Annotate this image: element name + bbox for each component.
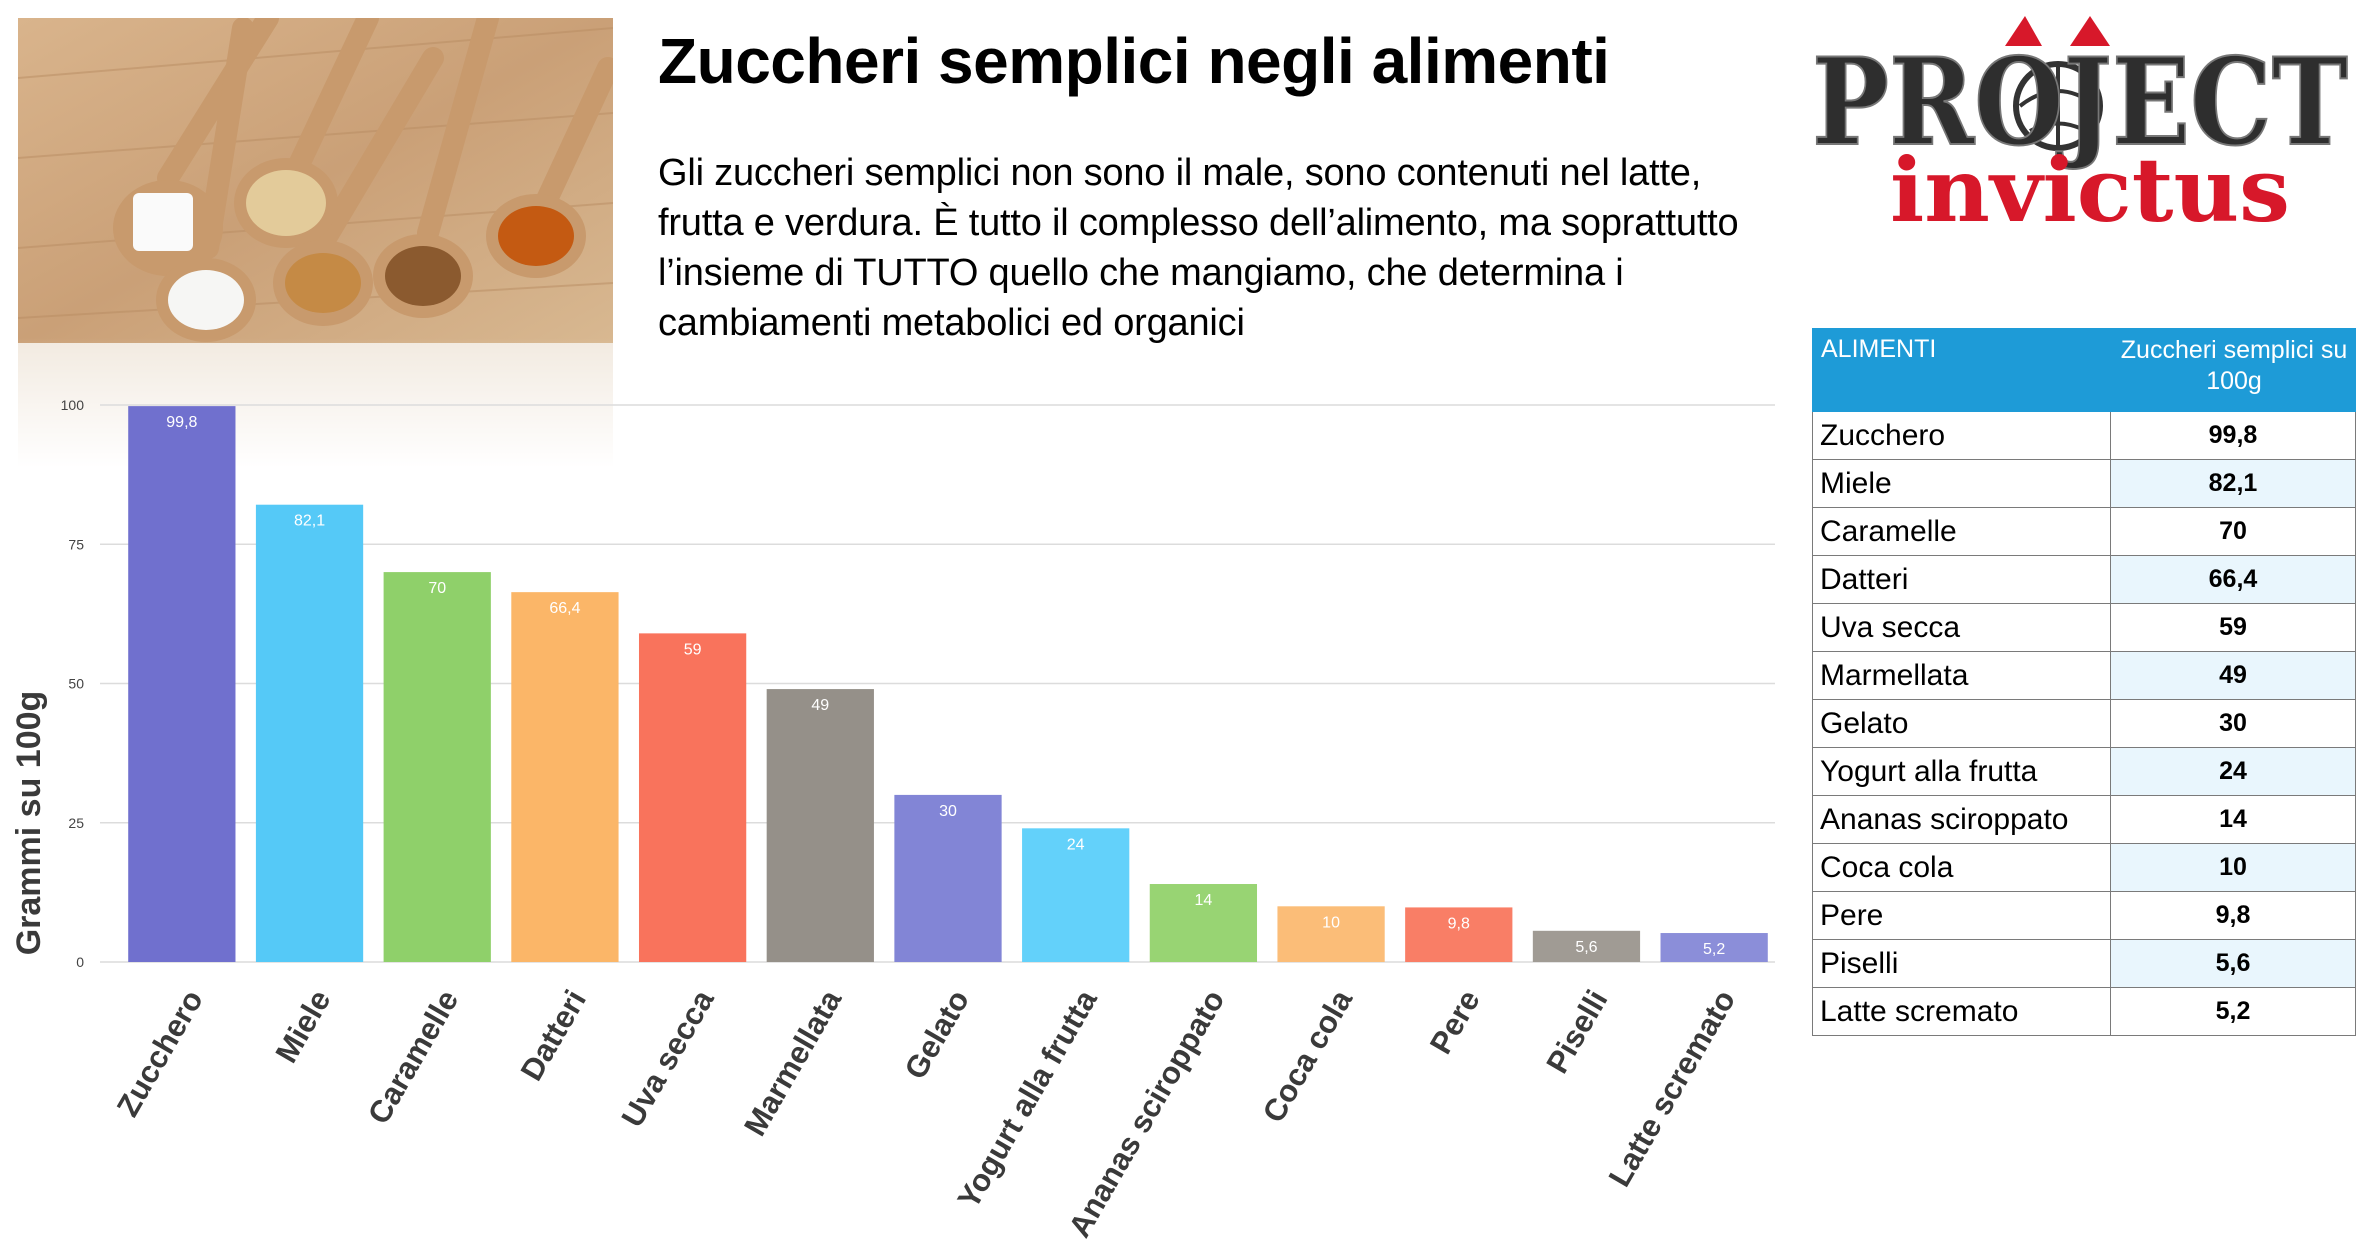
bar-value-label: 9,8 (1448, 915, 1470, 932)
sugar-spoons-photo (18, 18, 613, 468)
value-cell: 14 (2110, 795, 2356, 844)
food-cell: Piselli (1812, 939, 2111, 988)
food-cell: Latte scremato (1812, 987, 2111, 1036)
x-tick-label: Pere (1423, 984, 1487, 1060)
table-row: Gelato 30 (1812, 699, 2356, 748)
bar (383, 572, 491, 962)
food-cell: Datteri (1812, 555, 2111, 604)
value-cell: 99,8 (2110, 411, 2356, 460)
table-row: Marmellata 49 (1812, 651, 2356, 700)
x-tick-label: Zucchero (110, 984, 210, 1122)
intro-paragraph: Gli zuccheri semplici non sono il male, … (658, 152, 1739, 344)
bar-value-label: 30 (939, 803, 957, 820)
x-tick-label: Uva secca (615, 983, 722, 1133)
bar (1405, 907, 1513, 962)
project-invictus-logo: PROJECT invictus (1810, 16, 2350, 241)
value-cell: 10 (2110, 843, 2356, 892)
y-tick-label: 75 (68, 536, 84, 552)
bar-value-label: 70 (428, 580, 446, 597)
table-row: Zucchero 99,8 (1812, 411, 2356, 460)
logo-line1: PROJECT (1812, 32, 2348, 173)
table-row: Miele 82,1 (1812, 459, 2356, 508)
food-cell: Gelato (1812, 699, 2111, 748)
bar (1149, 884, 1258, 962)
bar (128, 406, 236, 962)
table-row: Latte scremato 5,2 (1812, 987, 2356, 1036)
food-cell: Marmellata (1812, 651, 2111, 700)
value-cell: 5,2 (2110, 987, 2356, 1036)
bar (1277, 906, 1385, 962)
bar (255, 504, 364, 962)
page-title: Zuccheri semplici negli alimenti (658, 25, 1610, 97)
table-row: Ananas sciroppato 14 (1812, 795, 2356, 844)
globe-figure-icon (2005, 16, 2110, 151)
value-cell: 30 (2110, 699, 2356, 748)
y-tick-label: 0 (76, 954, 84, 970)
bar (1532, 930, 1641, 962)
logo-line2: invictus (1890, 138, 2290, 241)
table-row: Caramelle 70 (1812, 507, 2356, 556)
bar-value-label: 24 (1067, 836, 1085, 853)
x-tick-label: Coca cola (1256, 983, 1360, 1128)
y-tick-label: 100 (61, 397, 85, 413)
bar (1022, 828, 1130, 962)
x-tick-label: Gelato (898, 984, 977, 1085)
bar-value-label: 5,2 (1703, 941, 1725, 958)
value-cell: 5,6 (2110, 939, 2356, 988)
table-row: Uva secca 59 (1812, 603, 2356, 652)
x-tick-label: Caramelle (361, 984, 465, 1130)
x-tick-label: Latte scremato (1602, 984, 1743, 1192)
food-cell: Miele (1812, 459, 2111, 508)
sugar-table: ALIMENTI Zuccheri semplici su 100g Zucch… (1812, 328, 2356, 1036)
value-cell: 24 (2110, 747, 2356, 796)
bar-value-label: 10 (1322, 914, 1340, 931)
value-cell: 9,8 (2110, 891, 2356, 940)
value-cell: 49 (2110, 651, 2356, 700)
table-row: Piselli 5,6 (1812, 939, 2356, 988)
bar-value-label: 5,6 (1575, 939, 1597, 956)
bar-value-label: 49 (811, 697, 829, 714)
bar (766, 689, 874, 962)
value-cell: 66,4 (2110, 555, 2356, 604)
bar (638, 633, 747, 962)
table-header-sugar: Zuccheri semplici su 100g (2110, 328, 2356, 412)
food-cell: Zucchero (1812, 411, 2111, 460)
food-cell: Coca cola (1812, 843, 2111, 892)
table-row: Coca cola 10 (1812, 843, 2356, 892)
table-row: Datteri 66,4 (1812, 555, 2356, 604)
value-cell: 82,1 (2110, 459, 2356, 508)
bar-value-label: 99,8 (166, 414, 197, 431)
y-axis-label: Grammi su 100g (10, 691, 48, 956)
table-header-row: ALIMENTI Zuccheri semplici su 100g (1812, 328, 2356, 412)
food-cell: Caramelle (1812, 507, 2111, 556)
value-cell: 70 (2110, 507, 2356, 556)
x-tick-label: Piselli (1539, 984, 1614, 1079)
bar (1660, 933, 1768, 962)
x-tick-label: Yogurt alla frutta (951, 983, 1105, 1214)
y-tick-label: 50 (68, 676, 84, 692)
bar (511, 592, 619, 962)
x-tick-label: Marmellata (737, 983, 849, 1141)
food-cell: Yogurt alla frutta (1812, 747, 2111, 796)
bar-value-label: 66,4 (549, 600, 580, 617)
bar-value-label: 59 (684, 641, 702, 658)
food-cell: Ananas sciroppato (1812, 795, 2111, 844)
bar-value-label: 82,1 (294, 513, 325, 530)
x-tick-label: Datteri (514, 984, 593, 1087)
bar-chart: 0 25 50 75 100 99,8 82,1 70 66,4 59 49 30 24 14 10 9,8… (0, 380, 1790, 1250)
table-header-foods: ALIMENTI (1812, 328, 2111, 412)
food-cell: Pere (1812, 891, 2111, 940)
value-cell: 59 (2110, 603, 2356, 652)
x-tick-label: Miele (269, 984, 338, 1069)
y-tick-label: 25 (68, 815, 84, 831)
table-row: Pere 9,8 (1812, 891, 2356, 940)
food-cell: Uva secca (1812, 603, 2111, 652)
bar-value-label: 14 (1194, 892, 1212, 909)
table-row: Yogurt alla frutta 24 (1812, 747, 2356, 796)
bar (894, 794, 1002, 962)
